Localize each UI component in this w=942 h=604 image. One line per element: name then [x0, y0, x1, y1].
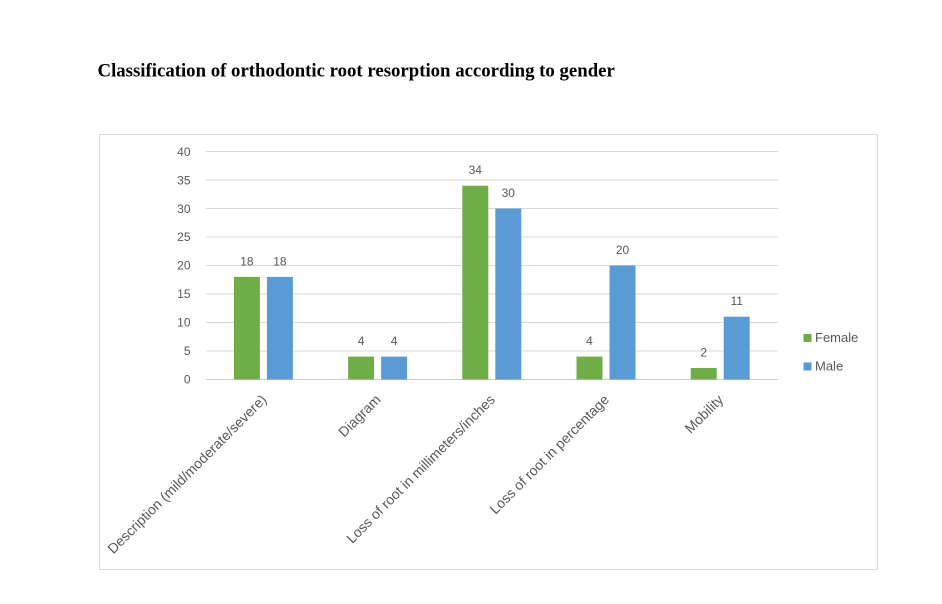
svg-text:4: 4	[358, 334, 365, 348]
svg-text:30: 30	[177, 202, 191, 216]
svg-text:35: 35	[177, 173, 191, 187]
svg-text:Classification of orthodontic: Classification of orthodontic root resor…	[98, 61, 615, 82]
svg-text:2: 2	[700, 346, 707, 360]
svg-text:30: 30	[502, 186, 516, 200]
svg-text:Male: Male	[815, 359, 843, 374]
svg-text:20: 20	[177, 259, 191, 273]
svg-text:10: 10	[177, 316, 191, 330]
svg-text:11: 11	[730, 294, 743, 308]
svg-text:4: 4	[391, 334, 398, 348]
svg-text:34: 34	[469, 163, 483, 177]
svg-text:Description (mild/moderate/sev: Description (mild/moderate/severe)	[104, 391, 269, 556]
svg-text:Loss of root in percentage: Loss of root in percentage	[486, 391, 612, 517]
svg-text:18: 18	[273, 254, 287, 268]
svg-text:4: 4	[586, 334, 593, 348]
svg-text:25: 25	[177, 230, 191, 244]
svg-text:Female: Female	[815, 330, 858, 345]
svg-text:5: 5	[184, 344, 191, 358]
svg-text:0: 0	[184, 373, 191, 387]
svg-text:Mobility: Mobility	[681, 391, 726, 436]
svg-text:18: 18	[240, 254, 254, 268]
svg-text:40: 40	[177, 145, 191, 159]
svg-text:20: 20	[616, 243, 630, 257]
svg-text:15: 15	[177, 287, 191, 301]
svg-text:Diagram: Diagram	[335, 391, 384, 440]
